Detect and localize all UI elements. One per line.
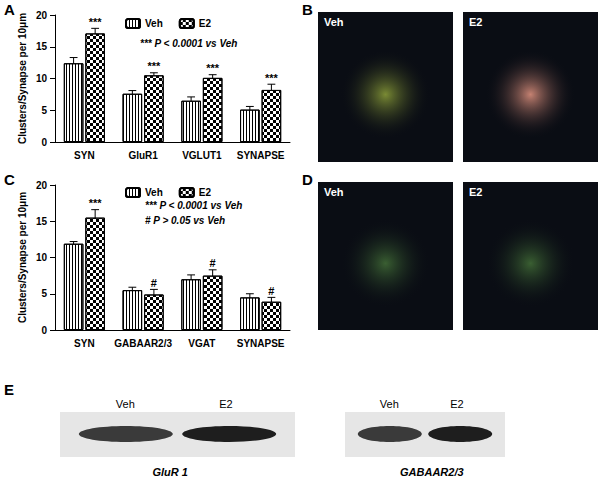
svg-text:Veh: Veh <box>324 186 344 198</box>
svg-text:B: B <box>302 1 313 18</box>
svg-text:#: # <box>151 277 157 289</box>
svg-text:E2: E2 <box>219 398 232 410</box>
svg-text:15: 15 <box>36 41 48 52</box>
svg-text:Veh: Veh <box>145 187 163 198</box>
svg-text:5: 5 <box>41 288 47 299</box>
svg-text:SYN: SYN <box>74 338 95 349</box>
svg-text:#: # <box>268 285 274 297</box>
svg-text:***: *** <box>147 60 161 72</box>
svg-text:VGLUT1: VGLUT1 <box>182 150 222 161</box>
svg-text:*** P < 0.0001 vs Veh: *** P < 0.0001 vs Veh <box>145 200 242 211</box>
svg-text:***: *** <box>265 72 279 84</box>
svg-text:0: 0 <box>41 325 47 336</box>
svg-text:VGAT: VGAT <box>188 338 215 349</box>
svg-text:0: 0 <box>41 137 47 148</box>
svg-text:GluR1: GluR1 <box>128 150 158 161</box>
svg-text:E2: E2 <box>450 398 463 410</box>
svg-text:Veh: Veh <box>116 398 135 410</box>
svg-text:E: E <box>4 381 14 398</box>
svg-text:A: A <box>4 1 15 18</box>
svg-text:10: 10 <box>36 252 48 263</box>
svg-text:5: 5 <box>41 105 47 116</box>
svg-text:GABAAR2/3: GABAAR2/3 <box>400 466 464 478</box>
svg-text:SYNAPSE: SYNAPSE <box>237 338 285 349</box>
svg-text:***: *** <box>89 16 103 28</box>
svg-text:Clusters/Synapse per 10μm: Clusters/Synapse per 10μm <box>17 13 28 144</box>
svg-text:***: *** <box>206 62 220 74</box>
svg-text:SYN: SYN <box>74 150 95 161</box>
svg-text:#: # <box>210 257 216 269</box>
svg-text:Clusters/Synapse per 10μm: Clusters/Synapse per 10μm <box>17 192 28 323</box>
svg-text:E2: E2 <box>199 18 212 29</box>
svg-text:Veh: Veh <box>380 398 399 410</box>
svg-text:GABAAR2/3: GABAAR2/3 <box>114 338 172 349</box>
svg-text:20: 20 <box>36 180 48 191</box>
svg-text:10: 10 <box>36 73 48 84</box>
svg-text:GluR 1: GluR 1 <box>153 466 188 478</box>
svg-text:20: 20 <box>36 10 48 21</box>
svg-text:Veh: Veh <box>324 16 344 28</box>
svg-text:*** P < 0.0001 vs Veh: *** P < 0.0001 vs Veh <box>140 38 237 49</box>
svg-text:15: 15 <box>36 216 48 227</box>
svg-text:E2: E2 <box>469 186 482 198</box>
svg-text:***: *** <box>89 197 103 209</box>
svg-text:C: C <box>4 171 15 188</box>
svg-text:Veh: Veh <box>145 18 163 29</box>
svg-text:# P > 0.05 vs Veh: # P > 0.05 vs Veh <box>145 215 225 226</box>
svg-text:D: D <box>302 171 313 188</box>
svg-text:E2: E2 <box>199 187 212 198</box>
svg-text:SYNAPSE: SYNAPSE <box>237 150 285 161</box>
svg-text:E2: E2 <box>469 16 482 28</box>
